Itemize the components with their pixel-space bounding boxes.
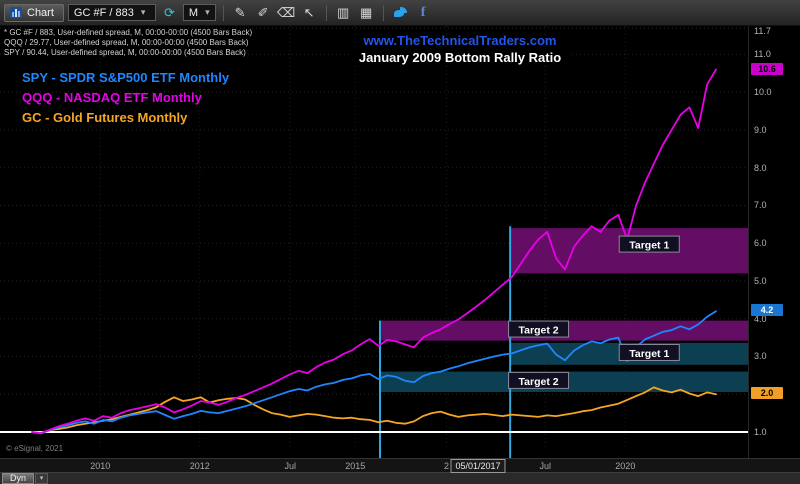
series-line-spy[interactable]	[31, 310, 717, 435]
target-label-box	[618, 343, 680, 361]
grid-layout-icon: ▦	[359, 5, 373, 20]
twitter-bird-icon	[393, 7, 407, 18]
price-badge-gc: 2.0	[751, 387, 783, 400]
y-axis-tick: 11.7	[754, 26, 771, 36]
status-row: Dyn ▾	[0, 472, 800, 484]
y-axis-tick: 7.0	[754, 200, 767, 211]
legend: SPY - SPDR S&P500 ETF Monthly QQQ - NASDA…	[22, 68, 229, 128]
legend-item-spy: SPY - SPDR S&P500 ETF Monthly	[22, 70, 230, 85]
series-info-line: QQQ / 29.77, User-defined spread, M, 00:…	[4, 38, 249, 47]
x-axis-tick: 2010	[90, 461, 111, 471]
draw-pen-button[interactable]: ✐	[254, 3, 273, 22]
target-label-text: Target 2	[519, 376, 559, 388]
legend-item-qqq: QQQ - NASDAQ ETF Monthly	[22, 90, 202, 105]
target-label-box	[508, 371, 570, 389]
y-axis-tick: 9.0	[754, 124, 767, 135]
symbol-value: GC #F / 883	[73, 6, 134, 19]
title-main: January 2009 Bottom Rally Ratio	[350, 49, 570, 66]
y-axis-tick: 11.0	[754, 49, 771, 60]
series-line-qqq[interactable]	[31, 68, 717, 435]
y-axis-tick: 5.0	[754, 275, 767, 286]
chart-main-area: Target 1 Target 2 Target 1 Target 2 11.7 11.…	[0, 26, 800, 458]
toolbar-separator	[325, 4, 327, 21]
y-axis-tick: 4.0	[754, 313, 767, 324]
chevron-down-icon: ▾	[140, 7, 146, 17]
time-axis[interactable]: 2010 2012 Jul 2015 2 Jul 2020 05/01/2017	[0, 459, 800, 473]
price-badge-qqq: 10.6	[751, 62, 783, 75]
x-axis-tick: 2012	[189, 461, 210, 471]
series-info-line: SPY / 90.44, User-defined spread, M, 00:…	[4, 48, 246, 57]
y-axis-tick: 8.0	[754, 162, 767, 173]
dyn-button[interactable]: Dyn	[2, 473, 35, 484]
toolbar: Chart GC #F / 883 ▾ ⟳ M ▾ ✎ ✐ ⌫ ↖ ▥	[0, 0, 800, 26]
price-badge-spy: 4.2	[751, 304, 783, 317]
legend-item-gc: GC - Gold Futures Monthly	[22, 110, 188, 125]
dyn-dropdown-box[interactable]: ▾	[35, 473, 49, 484]
target-label-text: Target 2	[519, 325, 559, 337]
copyright-label: © eSignal, 2021	[6, 444, 64, 453]
refresh-icon: ⟳	[163, 5, 175, 20]
target-label-box	[508, 320, 570, 338]
eraser-button[interactable]: ⌫	[277, 3, 296, 22]
target-label-text: Target 1	[629, 348, 669, 360]
x-axis-tick: 2020	[615, 461, 636, 471]
y-axis-tick: 10.0	[754, 87, 772, 98]
refresh-button[interactable]: ⟳	[160, 3, 179, 22]
tab-chart-label: Chart	[27, 6, 54, 19]
interval-select[interactable]: M ▾	[182, 4, 216, 21]
draw-pencil-button[interactable]: ✎	[231, 3, 250, 22]
facebook-share-button[interactable]: f	[414, 3, 433, 22]
series-info-overlay: * GC #F / 883, User-defined spread, M, 0…	[4, 28, 252, 58]
x-axis-tick: Jul	[284, 461, 296, 471]
y-axis-tick: 6.0	[754, 238, 767, 249]
chevron-down-icon: ▾	[205, 7, 210, 17]
bar-chart-icon: ▥	[336, 5, 350, 20]
layout-button[interactable]: ▦	[357, 3, 376, 22]
eraser-icon: ⌫	[276, 5, 296, 20]
title-url: www.TheTechnicalTraders.com	[363, 33, 557, 48]
symbol-input[interactable]: GC #F / 883 ▾	[67, 4, 156, 21]
target-label-text: Target 1	[629, 240, 669, 252]
toolbar-separator	[222, 4, 224, 21]
pointer-button[interactable]: ↖	[300, 3, 319, 22]
facebook-icon: f	[420, 4, 426, 20]
price-axis[interactable]: 11.7 11.0 10.0 9.0 8.0 7.0 6.0 5.0 4.0 3.0 2.0 1.0 1…	[748, 26, 800, 458]
x-axis-tick: 2	[444, 461, 450, 471]
pencil-icon: ✎	[234, 5, 246, 20]
chart-titles: www.TheTechnicalTraders.com January 2009…	[290, 32, 630, 66]
tab-chart[interactable]: Chart	[4, 3, 64, 22]
plot-area[interactable]: Target 1 Target 2 Target 1 Target 2	[0, 26, 748, 458]
chart-type-button[interactable]: ▥	[334, 3, 353, 22]
pen-icon: ✐	[257, 5, 269, 20]
bottom-bar: 2010 2012 Jul 2015 2 Jul 2020 05/01/2017 Dyn ▾	[0, 458, 800, 484]
y-axis-tick: 3.0	[754, 351, 767, 362]
x-axis-tick: 2015	[345, 461, 366, 471]
series-info-line: * GC #F / 883, User-defined spread, M, 0…	[4, 28, 253, 37]
target-label-box	[618, 235, 680, 253]
x-axis-tick: Jul	[539, 461, 552, 471]
interval-value: M	[188, 6, 199, 19]
series-line-gc[interactable]	[31, 386, 717, 434]
twitter-share-button[interactable]	[391, 3, 410, 22]
chart-icon	[10, 7, 22, 18]
y-axis-tick: 1.0	[754, 427, 767, 437]
pointer-icon: ↖	[303, 5, 315, 20]
toolbar-separator	[382, 4, 384, 21]
x-axis-date-callout: 05/01/2017	[450, 459, 506, 473]
